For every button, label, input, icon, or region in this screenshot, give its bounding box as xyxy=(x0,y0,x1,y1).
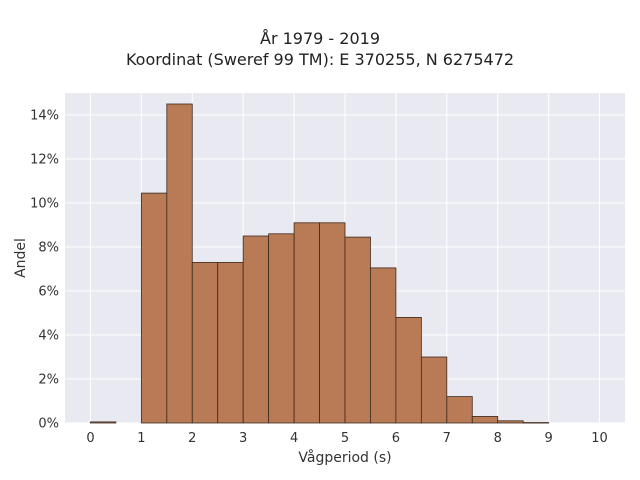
bars xyxy=(90,103,550,424)
histogram-bar xyxy=(319,222,346,424)
y-tick-label: 8% xyxy=(38,241,59,256)
histogram-bar xyxy=(166,103,193,424)
x-tick-label: 2 xyxy=(188,431,196,446)
histogram-bar xyxy=(471,415,499,424)
y-tick-label: 6% xyxy=(38,285,59,300)
histogram-bar xyxy=(140,192,168,424)
y-tick-label: 12% xyxy=(30,153,59,168)
y-tick-label: 4% xyxy=(38,329,59,344)
x-tick-label: 5 xyxy=(341,431,349,446)
histogram-bar xyxy=(497,420,524,424)
x-tick-label: 0 xyxy=(86,431,94,446)
y-tick-label: 0% xyxy=(38,417,59,432)
histogram-bar xyxy=(522,422,550,424)
histogram-bar xyxy=(395,316,422,424)
x-axis-ticks: 0 1 2 3 4 5 6 7 8 9 10 xyxy=(86,431,608,446)
x-axis-label: Vågperiod (s) xyxy=(298,449,391,466)
chart-title-line-1: År 1979 - 2019 xyxy=(260,29,380,48)
histogram-bar xyxy=(344,236,371,424)
y-tick-label: 10% xyxy=(30,197,59,212)
x-tick-label: 8 xyxy=(494,431,502,446)
histogram-bar xyxy=(268,233,295,424)
histogram-bar xyxy=(242,235,270,424)
x-tick-label: 4 xyxy=(290,431,298,446)
x-tick-label: 10 xyxy=(591,431,608,446)
chart-title: År 1979 - 2019 Koordinat (Sweref 99 TM):… xyxy=(0,28,640,70)
histogram-bar xyxy=(370,267,397,424)
x-tick-label: 3 xyxy=(239,431,247,446)
x-tick-label: 9 xyxy=(544,431,552,446)
histogram-bar xyxy=(446,396,473,424)
chart-title-line-2: Koordinat (Sweref 99 TM): E 370255, N 62… xyxy=(125,50,515,69)
histogram-bar xyxy=(90,421,117,424)
y-tick-label: 14% xyxy=(30,109,59,124)
y-axis-label: Andel xyxy=(13,238,29,278)
histogram-bar xyxy=(217,261,244,424)
y-tick-label: 2% xyxy=(38,373,59,388)
x-tick-label: 1 xyxy=(137,431,145,446)
histogram-bar xyxy=(293,222,320,424)
x-tick-label: 6 xyxy=(392,431,400,446)
x-tick-label: 7 xyxy=(443,431,451,446)
histogram-bar xyxy=(420,356,448,424)
histogram-bar xyxy=(191,261,219,424)
y-axis-ticks: 0% 2% 4% 6% 8% 10% 12% 14% xyxy=(30,109,59,432)
